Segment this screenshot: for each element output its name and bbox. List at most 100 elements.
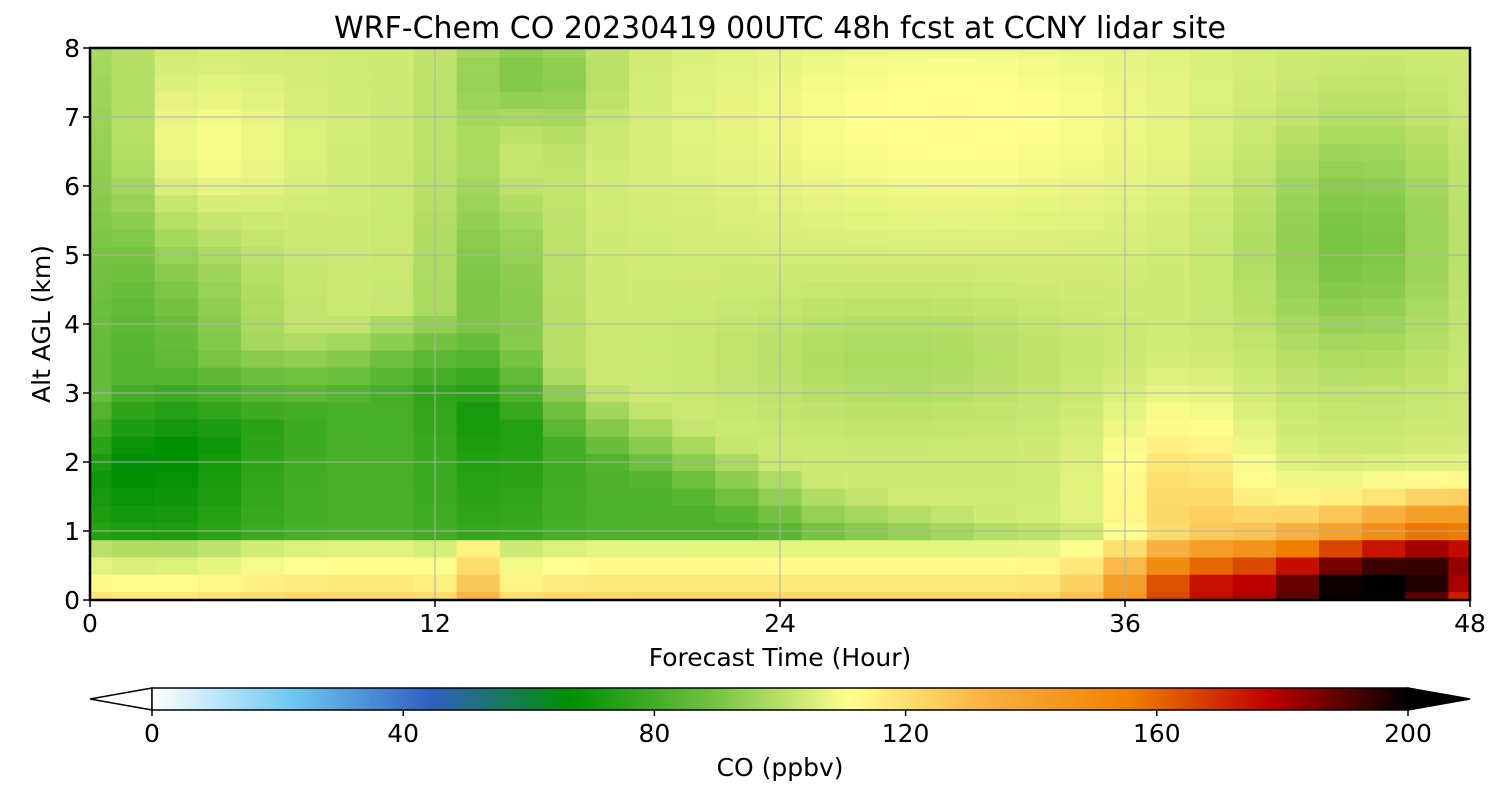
heatmap-cell xyxy=(456,194,501,213)
heatmap-cell xyxy=(1146,125,1191,144)
heatmap-cell xyxy=(1017,160,1061,178)
heatmap-cell xyxy=(930,263,975,282)
heatmap-cell xyxy=(197,487,242,506)
heatmap-cell xyxy=(930,591,975,601)
heatmap-cell xyxy=(1146,160,1191,178)
heatmap-cell xyxy=(801,91,846,109)
heatmap-cell xyxy=(844,56,889,75)
heatmap-cell xyxy=(585,556,630,575)
heatmap-cell xyxy=(1060,142,1105,161)
heatmap-cell xyxy=(327,487,371,506)
heatmap-cell xyxy=(1448,505,1471,523)
heatmap-cell xyxy=(1146,211,1191,230)
heatmap-cell xyxy=(499,349,544,368)
heatmap-cell xyxy=(499,125,544,144)
heatmap-cell xyxy=(672,556,716,575)
heatmap-cell xyxy=(154,332,199,351)
heatmap-cell xyxy=(90,125,113,144)
heatmap-cell xyxy=(1232,436,1277,454)
heatmap-cell xyxy=(1232,574,1277,592)
heatmap-cell xyxy=(1275,91,1320,109)
heatmap-cell xyxy=(715,418,760,437)
heatmap-cell xyxy=(284,211,328,230)
heatmap-cell xyxy=(1362,211,1406,230)
heatmap-cell xyxy=(887,211,932,230)
heatmap-cell xyxy=(240,229,285,247)
heatmap-cell xyxy=(887,56,932,75)
heatmap-cell xyxy=(1232,539,1277,558)
heatmap-cell xyxy=(327,125,371,144)
heatmap-cell xyxy=(974,332,1018,351)
heatmap-cell xyxy=(240,298,285,316)
heatmap-cell xyxy=(542,591,587,601)
heatmap-cell xyxy=(1362,332,1406,351)
heatmap-cell xyxy=(672,194,716,213)
heatmap-cell xyxy=(1362,298,1406,316)
heatmap-cell xyxy=(1275,539,1320,558)
heatmap-cell xyxy=(154,142,199,161)
heatmap-cell xyxy=(456,263,501,282)
heatmap-cell xyxy=(370,574,415,592)
heatmap-cell xyxy=(801,125,846,144)
heatmap-cell xyxy=(974,91,1018,109)
heatmap-cell xyxy=(542,487,587,506)
heatmap-cell xyxy=(801,280,846,299)
heatmap-cell xyxy=(499,56,544,75)
heatmap-cell xyxy=(1232,367,1277,385)
heatmap-cell xyxy=(801,591,846,601)
heatmap-cell xyxy=(1060,332,1105,351)
heatmap-cell xyxy=(1448,160,1471,178)
heatmap-cell xyxy=(1232,91,1277,109)
heatmap-cell xyxy=(974,505,1018,523)
heatmap-cell xyxy=(715,263,760,282)
heatmap-cell xyxy=(585,142,630,161)
heatmap-cell xyxy=(1146,280,1191,299)
heatmap-cell xyxy=(542,229,587,247)
heatmap-cell xyxy=(1232,591,1277,601)
heatmap-cell xyxy=(844,48,889,58)
heatmap-cell xyxy=(1189,229,1234,247)
heatmap-cell xyxy=(715,73,760,92)
x-axis-label: Forecast Time (Hour) xyxy=(649,643,912,672)
heatmap-cell xyxy=(327,332,371,351)
heatmap-cell xyxy=(111,332,156,351)
heatmap-cell xyxy=(1232,556,1277,575)
heatmap-cell xyxy=(629,539,673,558)
heatmap-cell xyxy=(370,229,415,247)
heatmap-cell xyxy=(111,280,156,299)
heatmap-cell xyxy=(111,574,156,592)
heatmap-cell xyxy=(1405,160,1450,178)
heatmap-cell xyxy=(1275,332,1320,351)
heatmap-cell xyxy=(930,56,975,75)
heatmap-cell xyxy=(629,229,673,247)
heatmap-cell xyxy=(887,280,932,299)
heatmap-cell xyxy=(370,436,415,454)
heatmap-cell xyxy=(370,401,415,420)
heatmap-cell xyxy=(1146,367,1191,385)
heatmap-cell xyxy=(327,48,371,58)
heatmap-cell xyxy=(111,56,156,75)
heatmap-cell xyxy=(1232,401,1277,420)
heatmap-cell xyxy=(715,539,760,558)
heatmap-cell xyxy=(629,487,673,506)
heatmap-cell xyxy=(1232,418,1277,437)
heatmap-cell xyxy=(197,367,242,385)
heatmap-cell xyxy=(197,263,242,282)
heatmap-cell xyxy=(456,56,501,75)
heatmap-cell xyxy=(90,556,113,575)
heatmap-cell xyxy=(1319,229,1363,247)
heatmap-cell xyxy=(542,91,587,109)
heatmap-cell xyxy=(1060,211,1105,230)
heatmap-cell xyxy=(327,91,371,109)
heatmap-cell xyxy=(1189,574,1234,592)
heatmap-cell xyxy=(1405,73,1450,92)
heatmap-cell xyxy=(370,539,415,558)
heatmap-cell xyxy=(1275,56,1320,75)
heatmap-cell xyxy=(672,142,716,161)
heatmap-cell xyxy=(672,211,716,230)
heatmap-cell xyxy=(1017,229,1061,247)
heatmap-cell xyxy=(1189,436,1234,454)
heatmap-cell xyxy=(585,229,630,247)
heatmap-cell xyxy=(930,125,975,144)
heatmap-cell xyxy=(629,436,673,454)
